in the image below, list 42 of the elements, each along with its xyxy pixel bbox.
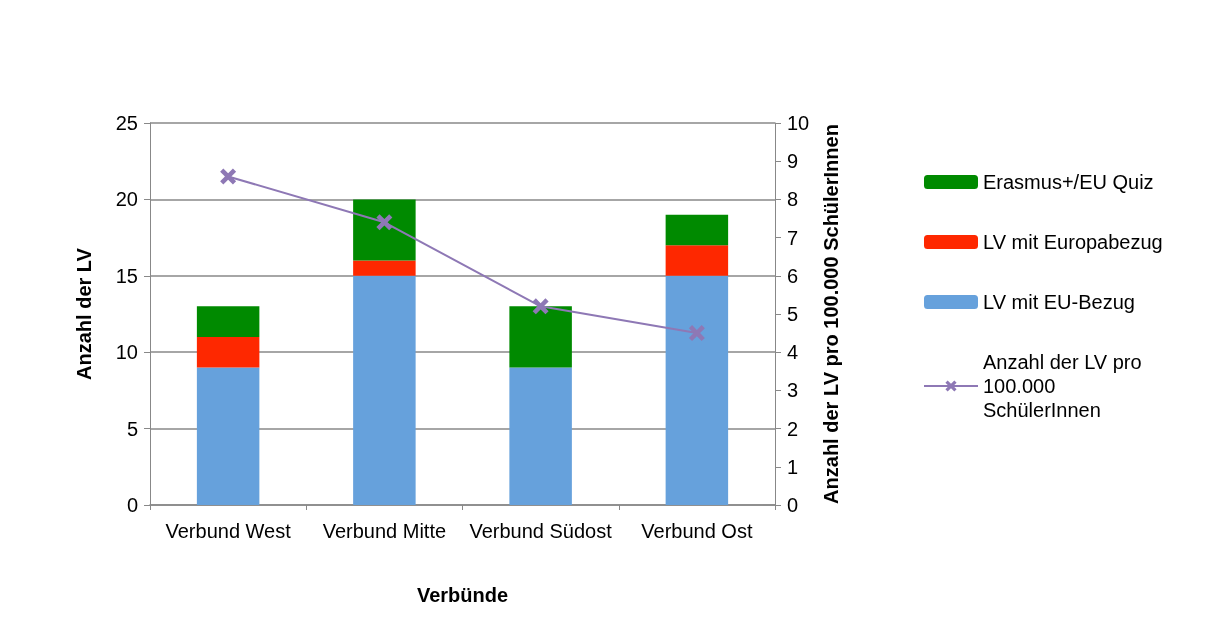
legend-label: Erasmus+/EU Quiz [983, 171, 1154, 193]
y-tick-label: 20 [115, 188, 138, 211]
point [220, 168, 237, 185]
y-tick-label: 10 [115, 341, 138, 364]
y2-tick-label: 8 [787, 188, 799, 211]
bar [196, 367, 260, 505]
y2-tick-label: 7 [787, 226, 799, 249]
bar [353, 199, 416, 261]
y2-tick-label: 10 [787, 112, 810, 134]
y2-tick-label: 9 [787, 150, 799, 173]
y2-tick-label: 0 [787, 494, 799, 516]
y-tick-label: 5 [126, 417, 138, 440]
x-tick-label: Verbund West [165, 520, 292, 542]
bar [665, 275, 729, 505]
bar [196, 306, 260, 337]
y2-tick-label: 3 [787, 379, 799, 402]
y2-tick-label: 2 [787, 417, 799, 440]
y2-tick-label: 5 [787, 303, 799, 325]
x-tick-label: Verbund Mitte [322, 520, 447, 542]
x-tick-label: Verbund Südost [469, 520, 613, 542]
bar [665, 214, 729, 246]
y2-tick-label: 1 [787, 455, 799, 478]
y-tick-label: 0 [126, 494, 138, 516]
y-tick-label: 15 [115, 264, 138, 287]
y2-tick-label: 4 [787, 341, 799, 364]
bar [353, 275, 416, 505]
bar [509, 367, 572, 505]
bar [353, 260, 416, 276]
point [688, 325, 705, 342]
point [532, 298, 549, 315]
y-tick-label: 25 [115, 112, 138, 134]
y-axis-title: Anzahl der LV [73, 247, 95, 380]
legend-label: LV mit EU-Bezug [983, 291, 1135, 313]
x-tick-label: Verbund Ost [641, 520, 753, 542]
legend-label: Anzahl der LV pro 100.000 SchülerInnen [983, 351, 1148, 421]
bar [196, 336, 260, 368]
bar [665, 245, 729, 276]
legend-label: LV mit Europabezug [983, 231, 1163, 253]
y2-tick-label: 6 [787, 264, 799, 287]
y2-axis-title: Anzahl der LV pro 100.000 SchülerInnen [820, 124, 843, 504]
bar [509, 306, 572, 368]
x-axis-title: Verbünde [416, 584, 509, 606]
